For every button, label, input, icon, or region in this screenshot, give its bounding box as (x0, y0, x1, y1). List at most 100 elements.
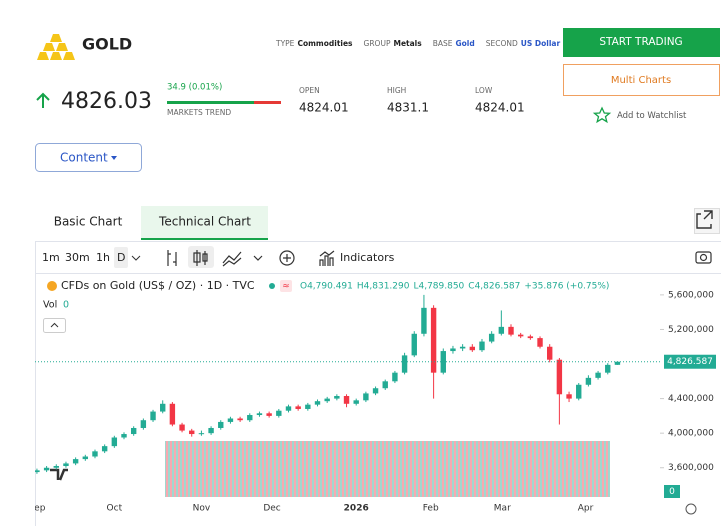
change: 34.9 (0.01%) (167, 83, 222, 93)
vol-axis-label: 0 (669, 487, 675, 497)
candle-body (459, 346, 466, 349)
candle-body (285, 406, 292, 411)
meta-value: Commodities (297, 39, 353, 48)
y-tick-label: 4,400,000 (668, 394, 714, 404)
interval[interactable]: 1h (96, 251, 110, 264)
watchlist-label[interactable]: Add to Watchlist (617, 111, 687, 121)
x-tick-label: Nov (193, 504, 211, 514)
candle-body (576, 384, 582, 399)
stat-value: 4824.01 (299, 101, 349, 115)
meta-key: GROUP (364, 39, 391, 48)
collapse-button[interactable] (43, 318, 66, 333)
stat-label: OPEN (299, 86, 320, 95)
candle-body (179, 424, 185, 431)
gold-icon (37, 34, 75, 60)
chart-title: CFDs on Gold (US$ / OZ) · 1D · TVC (61, 279, 255, 292)
last-price-label: 4,826.587 (667, 357, 713, 367)
caret (111, 156, 117, 160)
y-tick-label: 5,600,000 (668, 290, 714, 300)
trend-down (254, 101, 281, 104)
interval[interactable]: D (117, 251, 125, 264)
toolbar-icons (167, 246, 712, 268)
start-trading-button[interactable] (563, 28, 720, 57)
candle-body (266, 413, 272, 416)
vol-axis-box (664, 485, 680, 498)
last-price-box (664, 354, 716, 369)
interval-active (114, 247, 128, 268)
y-tick-label: 3,600,000 (668, 463, 714, 473)
y-tick-label: 5,200,000 (668, 325, 714, 335)
tab-underline (141, 238, 268, 240)
legend-ohlc: H4,831.290 (357, 282, 410, 292)
start-trading-label[interactable]: START TRADING (599, 36, 682, 48)
x-tick-label: Apr (578, 504, 594, 514)
candle-body (421, 307, 427, 334)
candle-body (430, 307, 437, 373)
candle-body (53, 466, 59, 468)
meta-value: Gold (456, 39, 475, 48)
candle-body (343, 396, 350, 404)
symbol: GOLD (82, 35, 132, 54)
candle-body (488, 333, 495, 342)
candle-body (82, 456, 89, 460)
volume-bars (165, 441, 610, 497)
status-icon: ≈ (282, 282, 290, 292)
trend-up (167, 101, 254, 104)
candle-body (401, 355, 408, 373)
interval-caret[interactable] (131, 255, 141, 261)
stat-value: 4824.01 (475, 101, 525, 115)
candle-body (605, 364, 611, 373)
candle-body (295, 406, 301, 409)
meta-value: US Dollar (521, 39, 561, 48)
legend-ohlc: +35.876 (+0.75%) (524, 282, 609, 292)
meta-value: Metals (393, 39, 422, 48)
tv-logo (50, 468, 68, 481)
candle-body (566, 394, 572, 399)
stat-label: LOW (475, 86, 493, 95)
candle-body (140, 420, 147, 428)
candle-body (247, 415, 253, 421)
candle-body (101, 446, 108, 452)
interval[interactable]: 1m (42, 251, 60, 264)
candle-body (537, 338, 543, 347)
candle-body (111, 437, 118, 447)
candle-body (92, 451, 98, 457)
tab-technical[interactable]: Technical Chart (158, 215, 251, 229)
up-arrow (36, 92, 50, 108)
candle-body (256, 413, 263, 416)
multi-charts-label[interactable]: Multi Charts (611, 75, 671, 86)
indicators-label[interactable]: Indicators (340, 251, 395, 264)
candle-body (353, 400, 359, 404)
candle-body (334, 396, 340, 399)
share-button[interactable] (694, 208, 720, 234)
candle-body (150, 411, 156, 421)
candle-body (169, 403, 176, 425)
candle-body (547, 346, 553, 360)
candle-body (556, 359, 563, 395)
settings-icon[interactable] (685, 503, 697, 515)
content-label[interactable]: Content (60, 151, 108, 165)
candle-body (218, 421, 224, 428)
candle-body (160, 403, 166, 412)
interval[interactable]: 30m (65, 251, 90, 264)
collapse-icon (50, 322, 59, 328)
candle-body (237, 418, 243, 421)
candle-body (392, 372, 398, 382)
candle-body (508, 326, 514, 335)
candle-body (479, 341, 485, 351)
meta-key: SECOND (486, 39, 518, 48)
candle-body (121, 434, 127, 438)
status-box (280, 280, 292, 292)
y-tick-label: 4,000,000 (668, 429, 714, 439)
legend-ohlc: L4,789.850 (413, 282, 464, 292)
content-dropdown[interactable] (35, 143, 142, 172)
multi-charts-button[interactable] (563, 64, 720, 96)
legend-ohlc: C4,826.587 (468, 282, 520, 292)
stat-value: 4831.1 (387, 101, 429, 115)
candle-body (43, 467, 50, 471)
tab-basic[interactable]: Basic Chart (54, 215, 123, 229)
candle-body (363, 393, 369, 401)
watchlist-star[interactable] (592, 106, 612, 124)
candle-body (324, 398, 330, 402)
